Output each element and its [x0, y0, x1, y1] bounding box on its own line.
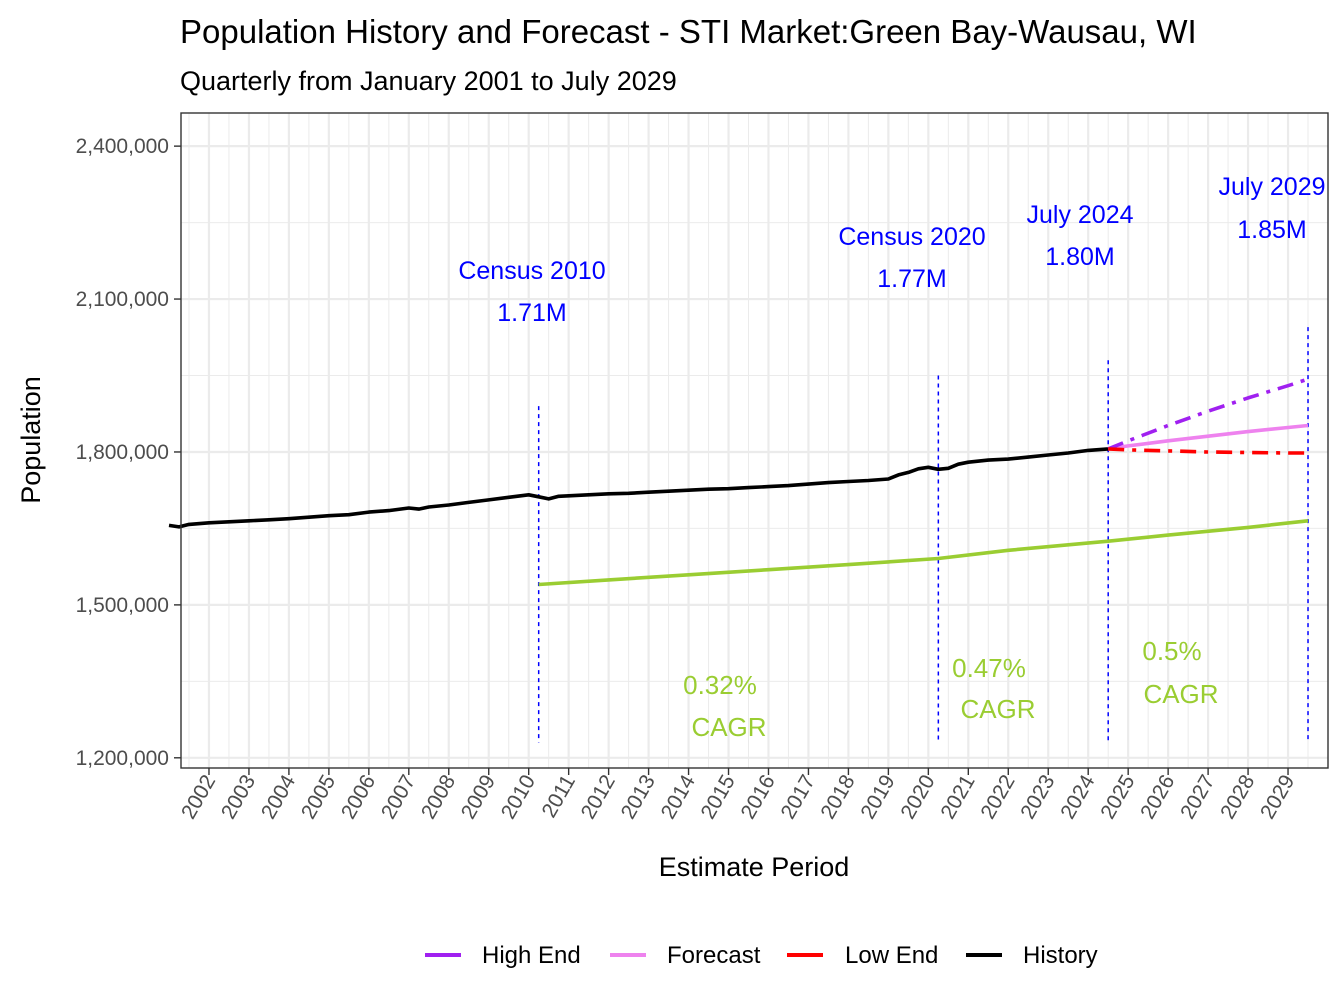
- y-axis-title: Population: [16, 376, 46, 504]
- y-tick-label: 2,400,000: [76, 135, 169, 158]
- x-tick-label: 2027: [1176, 771, 1219, 823]
- reference-label: Census 2020: [838, 223, 985, 251]
- cagr-label: CAGR: [1143, 679, 1218, 709]
- y-tick-label: 1,800,000: [76, 441, 169, 464]
- x-tick-label: 2025: [1096, 771, 1139, 823]
- x-tick-label: 2006: [337, 771, 380, 823]
- x-axis-title: Estimate Period: [659, 852, 850, 882]
- x-tick-label: 2009: [457, 771, 500, 823]
- y-tick-label: 2,100,000: [76, 288, 169, 311]
- x-tick-label: 2026: [1136, 771, 1179, 823]
- reference-lines: [537, 327, 1309, 743]
- reference-label: July 2024: [1026, 201, 1133, 229]
- x-tick-label: 2021: [936, 771, 979, 823]
- reference-value: 1.77M: [877, 265, 946, 293]
- x-tick-label: 2007: [377, 771, 420, 823]
- cagr-rate: 0.47%: [952, 653, 1026, 683]
- x-tick-label: 2017: [777, 771, 820, 823]
- series-line-history: [168, 447, 1109, 529]
- series-lines: [168, 377, 1309, 587]
- x-tick-label: 2023: [1016, 771, 1059, 823]
- legend-label: Low End: [845, 942, 938, 969]
- reference-value: 1.85M: [1237, 216, 1306, 244]
- plot-panel-border: [180, 112, 1329, 769]
- series-line-cagr-trend: [538, 519, 1309, 587]
- x-tick-label: 2013: [617, 771, 660, 823]
- chart-subtitle: Quarterly from January 2001 to July 2029: [180, 66, 677, 96]
- legend: High End Forecast Low End History: [425, 942, 1098, 969]
- x-tick-label: 2024: [1056, 771, 1099, 823]
- x-tick-label: 2028: [1216, 771, 1259, 823]
- x-tick-label: 2015: [697, 771, 740, 823]
- x-tick-label: 2014: [657, 771, 700, 823]
- cagr-rate: 0.32%: [683, 670, 757, 700]
- series-line-high-end: [1107, 377, 1309, 451]
- legend-label: History: [1023, 942, 1098, 969]
- reference-value: 1.71M: [497, 299, 566, 327]
- x-axis: 2002200320042005200620072008200920102011…: [177, 768, 1299, 823]
- x-tick-label: 2005: [297, 771, 340, 823]
- x-tick-label: 2011: [538, 771, 581, 822]
- chart-title: Population History and Forecast - STI Ma…: [180, 13, 1197, 50]
- reference-value: 1.80M: [1045, 243, 1114, 271]
- x-tick-label: 2002: [177, 771, 220, 823]
- x-tick-label: 2029: [1256, 771, 1299, 823]
- reference-label: Census 2010: [458, 257, 605, 285]
- y-axis: 1,200,000 1,500,000 1,800,000 2,100,000 2,40…: [76, 135, 181, 770]
- x-tick-label: 2004: [257, 771, 300, 823]
- x-tick-label: 2019: [856, 771, 899, 823]
- reference-label: July 2029: [1218, 173, 1325, 201]
- series-line-forecast: [1107, 423, 1309, 451]
- x-tick-label: 2018: [816, 771, 859, 823]
- annotations: Census 2010 1.71M Census 2020 1.77M July 202…: [458, 173, 1325, 742]
- series-line-low-end: [1108, 447, 1308, 455]
- cagr-rate: 0.5%: [1142, 636, 1201, 666]
- x-tick-label: 2010: [497, 771, 540, 823]
- y-tick-label: 1,500,000: [76, 594, 169, 617]
- legend-label: High End: [482, 942, 581, 969]
- cagr-label: CAGR: [691, 712, 766, 742]
- x-tick-label: 2016: [737, 771, 780, 823]
- x-tick-label: 2003: [217, 771, 260, 823]
- legend-label: Forecast: [667, 942, 761, 969]
- x-tick-label: 2008: [417, 771, 460, 823]
- gridlines: [181, 113, 1328, 768]
- y-tick-label: 1,200,000: [76, 747, 169, 770]
- x-tick-label: 2022: [976, 771, 1019, 823]
- x-tick-label: 2012: [577, 771, 620, 823]
- cagr-label: CAGR: [960, 694, 1035, 724]
- x-tick-label: 2020: [896, 771, 939, 823]
